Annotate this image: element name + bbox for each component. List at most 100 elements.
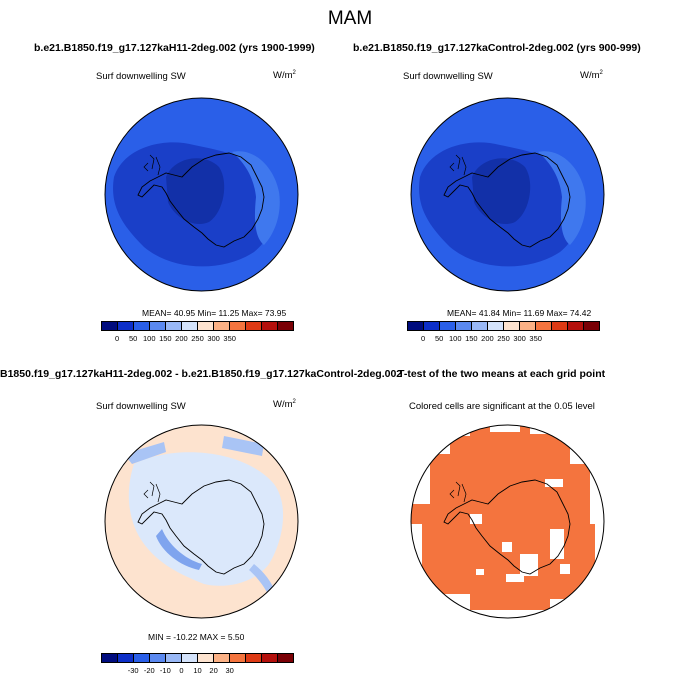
- field-not-significant-cell: [550, 599, 604, 618]
- bottom-left-subtitle: Surf downwelling SW: [96, 401, 186, 412]
- colorbar-cell: [536, 322, 552, 330]
- peninsula-coastline: [449, 481, 467, 503]
- top-right-stats: MEAN= 41.84 Min= 11.69 Max= 74.42: [447, 308, 592, 318]
- colorbar-cell: [166, 322, 182, 330]
- colorbar-tick-label: 100: [448, 334, 462, 343]
- colorbar-cell: [230, 654, 246, 662]
- field-not-significant-cell: [411, 454, 430, 504]
- colorbar-difference-ticks: -30 -20 -10 0 10 20 30: [101, 663, 294, 675]
- bottom-left-polar-map: [104, 424, 299, 619]
- colorbar-cell: [198, 322, 214, 330]
- colorbar-cell: [182, 654, 198, 662]
- colorbar-tick-label: 350: [529, 334, 542, 343]
- bottom-left-colorbar: -30 -20 -10 0 10 20 30: [101, 653, 294, 675]
- colorbar-tick-label: 250: [497, 334, 510, 343]
- colorbar-tick-label: 250: [191, 334, 204, 343]
- field-not-significant-cell: [470, 610, 550, 618]
- field-not-significant-cell: [490, 425, 520, 432]
- field-not-significant-cell: [590, 464, 604, 524]
- colorbar-cell: [408, 322, 424, 330]
- map-boundary-circle: [410, 424, 605, 619]
- field-not-significant-cell: [506, 574, 524, 582]
- peninsula-coastline: [143, 481, 161, 503]
- colorbar-cell: [102, 654, 118, 662]
- colorbar-difference-cells: [101, 653, 294, 663]
- field-plateau-region: [232, 151, 280, 245]
- field-plateau-region: [538, 151, 586, 245]
- colorbar-tick-label: -10: [159, 666, 171, 675]
- map-field-group: [105, 98, 298, 291]
- top-right-run-title: b.e21.B1850.f19_g17.127kaControl-2deg.00…: [353, 42, 641, 54]
- colorbar-cell: [102, 322, 118, 330]
- colorbar-tick-label: 0: [420, 334, 426, 343]
- top-right-colorbar: 0 50 100 150 200 250 300 350: [407, 321, 600, 343]
- colorbar-tick-label: 200: [481, 334, 494, 343]
- top-left-stats: MEAN= 40.95 Min= 11.25 Max= 73.95: [142, 308, 287, 318]
- top-right-units: W/m2: [580, 70, 603, 82]
- map-field-group: [411, 425, 604, 618]
- colorbar-cell: [278, 654, 293, 662]
- colorbar-cell: [278, 322, 293, 330]
- field-not-significant-cell: [550, 529, 564, 559]
- field-negative-patch: [124, 442, 166, 464]
- colorbar-cell: [472, 322, 488, 330]
- colorbar-absolute-ticks: 0 50 100 150 200 250 300 350: [101, 331, 294, 343]
- colorbar-absolute-cells: [407, 321, 600, 331]
- map-field-group: [411, 98, 604, 291]
- colorbar-tick-label: -30: [127, 666, 139, 675]
- colorbar-tick-label: 350: [223, 334, 236, 343]
- colorbar-cell: [584, 322, 599, 330]
- field-strong-negative-patch: [156, 529, 202, 570]
- field-not-significant-cell: [411, 524, 422, 618]
- colorbar-tick-label: 0: [179, 666, 184, 675]
- colorbar-cell: [134, 322, 150, 330]
- colorbar-tick-label: 50: [434, 334, 444, 343]
- colorbar-cell: [198, 654, 214, 662]
- colorbar-tick-label: 100: [142, 334, 156, 343]
- colorbar-tick-label: 10: [193, 666, 202, 675]
- bottom-right-run-title: T-test of the two means at each grid poi…: [398, 368, 606, 380]
- field-not-significant-cell: [502, 542, 512, 552]
- colorbar-absolute-ticks: 0 50 100 150 200 250 300 350: [407, 331, 600, 343]
- colorbar-tick-label: 200: [175, 334, 188, 343]
- field-negative-patch: [249, 564, 276, 596]
- colorbar-tick-label: 300: [207, 334, 220, 343]
- field-not-significant-cell: [545, 479, 563, 487]
- bottom-left-run-title: B1850.f19_g17.127kaH11-2deg.002 - b.e21.…: [0, 368, 403, 380]
- colorbar-cell: [440, 322, 456, 330]
- colorbar-cell: [262, 322, 278, 330]
- antarctica-coastline: [137, 152, 265, 248]
- field-not-significant-cell: [570, 425, 604, 464]
- colorbar-tick-label: 0: [114, 334, 120, 343]
- colorbar-cell: [118, 654, 134, 662]
- colorbar-cell: [118, 322, 134, 330]
- colorbar-cell: [520, 322, 536, 330]
- colorbar-cell: [424, 322, 440, 330]
- colorbar-cell: [246, 654, 262, 662]
- colorbar-cell: [134, 654, 150, 662]
- field-not-significant-cell: [470, 514, 482, 524]
- top-left-colorbar: 0 50 100 150 200 250 300 350: [101, 321, 294, 343]
- colorbar-cell: [214, 654, 230, 662]
- field-negative-patch: [222, 436, 264, 456]
- colorbar-cell: [150, 654, 166, 662]
- top-left-units: W/m2: [273, 70, 296, 82]
- colorbar-cell: [150, 322, 166, 330]
- field-not-significant-cell: [520, 554, 538, 576]
- colorbar-cell: [182, 322, 198, 330]
- colorbar-cell: [568, 322, 584, 330]
- field-not-significant-cell: [560, 564, 570, 574]
- top-left-subtitle: Surf downwelling SW: [96, 71, 186, 82]
- field-not-significant-cell: [595, 524, 604, 618]
- antarctica-coastline: [443, 152, 571, 248]
- top-left-run-title: b.e21.B1850.f19_g17.127kaH11-2deg.002 (y…: [34, 42, 315, 54]
- field-core-region: [472, 158, 531, 225]
- colorbar-tick-label: 20: [209, 666, 218, 675]
- colorbar-cell: [214, 322, 230, 330]
- bottom-right-polar-map: [410, 424, 605, 619]
- colorbar-tick-label: 150: [465, 334, 478, 343]
- colorbar-absolute-cells: [101, 321, 294, 331]
- colorbar-cell: [488, 322, 504, 330]
- colorbar-tick-label: 30: [225, 666, 234, 675]
- map-field-group: [105, 425, 298, 618]
